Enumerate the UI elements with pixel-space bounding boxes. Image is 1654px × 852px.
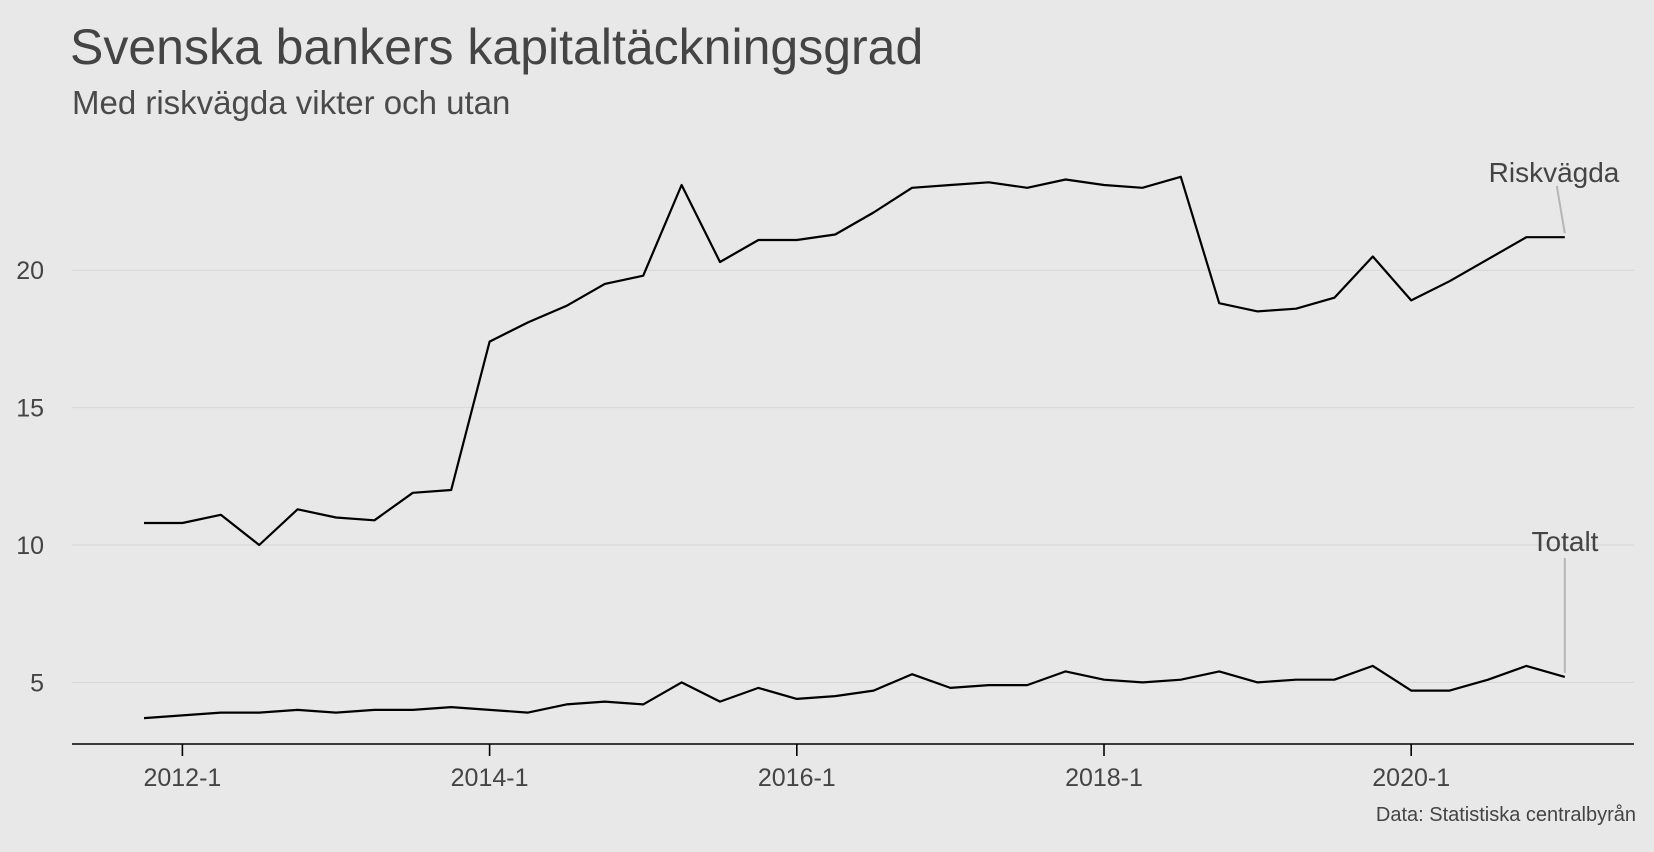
series-line-totalt [143,664,1566,720]
y-tick-label: 20 [16,257,44,285]
y-tick-label: 10 [16,532,44,560]
y-tick-label: 5 [30,669,44,697]
x-tick-label: 2014-1 [451,764,529,792]
y-tick-label: 15 [16,395,44,423]
x-tick-label: 2020-1 [1372,764,1450,792]
chart-title: Svenska bankers kapitaltäckningsgrad [70,19,924,75]
series-line-riskvagda [144,175,1565,547]
chart-subtitle: Med riskvägda vikter och utan [72,84,511,121]
x-tick-label: 2018-1 [1065,764,1143,792]
series-label: Riskvägda [1489,157,1620,188]
x-tick-label: 2012-1 [143,764,221,792]
data-source-caption: Data: Statistiska centralbyrån [1375,804,1636,826]
series-label: Totalt [1532,526,1599,557]
series-label-leader [1555,185,1566,234]
x-tick-label: 2016-1 [758,764,836,792]
